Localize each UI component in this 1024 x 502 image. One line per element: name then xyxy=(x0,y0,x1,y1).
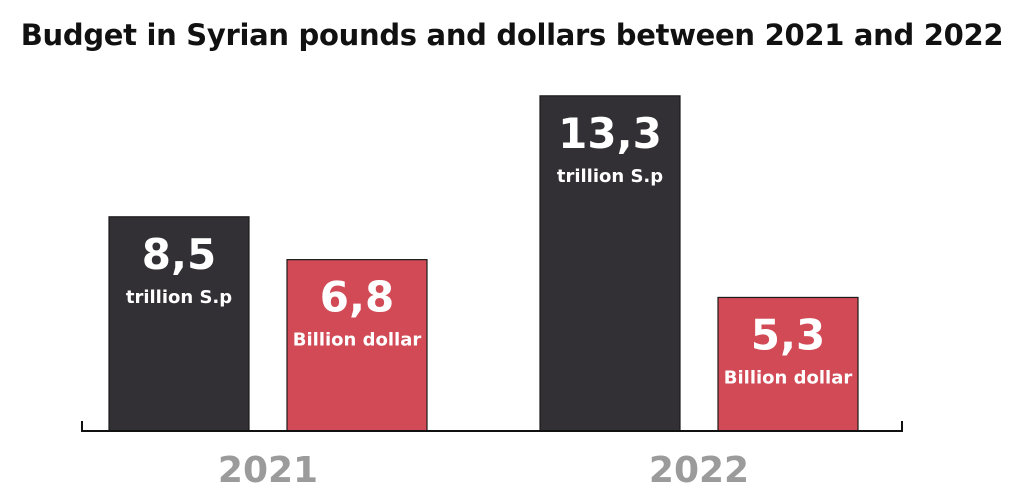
bar-2021-syp-value-label: 8,5 xyxy=(142,230,216,279)
chart-title: Budget in Syrian pounds and dollars betw… xyxy=(20,18,1004,52)
x-axis-baseline xyxy=(81,421,903,432)
bar-2021-usd-value-label: 6,8 xyxy=(320,273,394,322)
bar-2022-usd xyxy=(717,296,859,432)
category-label-2022: 2022 xyxy=(649,450,749,491)
bar-2021-syp xyxy=(108,216,250,432)
bar-2022-usd-value-label: 5,3 xyxy=(751,310,825,359)
bar-2022-usd-unit-label: Billion dollar xyxy=(724,367,853,388)
bar-2021-usd-unit-label: Billion dollar xyxy=(293,330,422,351)
bar-2022-syp xyxy=(539,95,681,432)
bar-2022-syp-value-label: 13,3 xyxy=(558,109,662,158)
category-label-2021: 2021 xyxy=(218,450,318,491)
bar-2022-syp-unit-label: trillion S.p xyxy=(557,166,663,187)
bar-2021-usd xyxy=(286,259,428,432)
bar-2021-syp-unit-label: trillion S.p xyxy=(126,287,232,308)
